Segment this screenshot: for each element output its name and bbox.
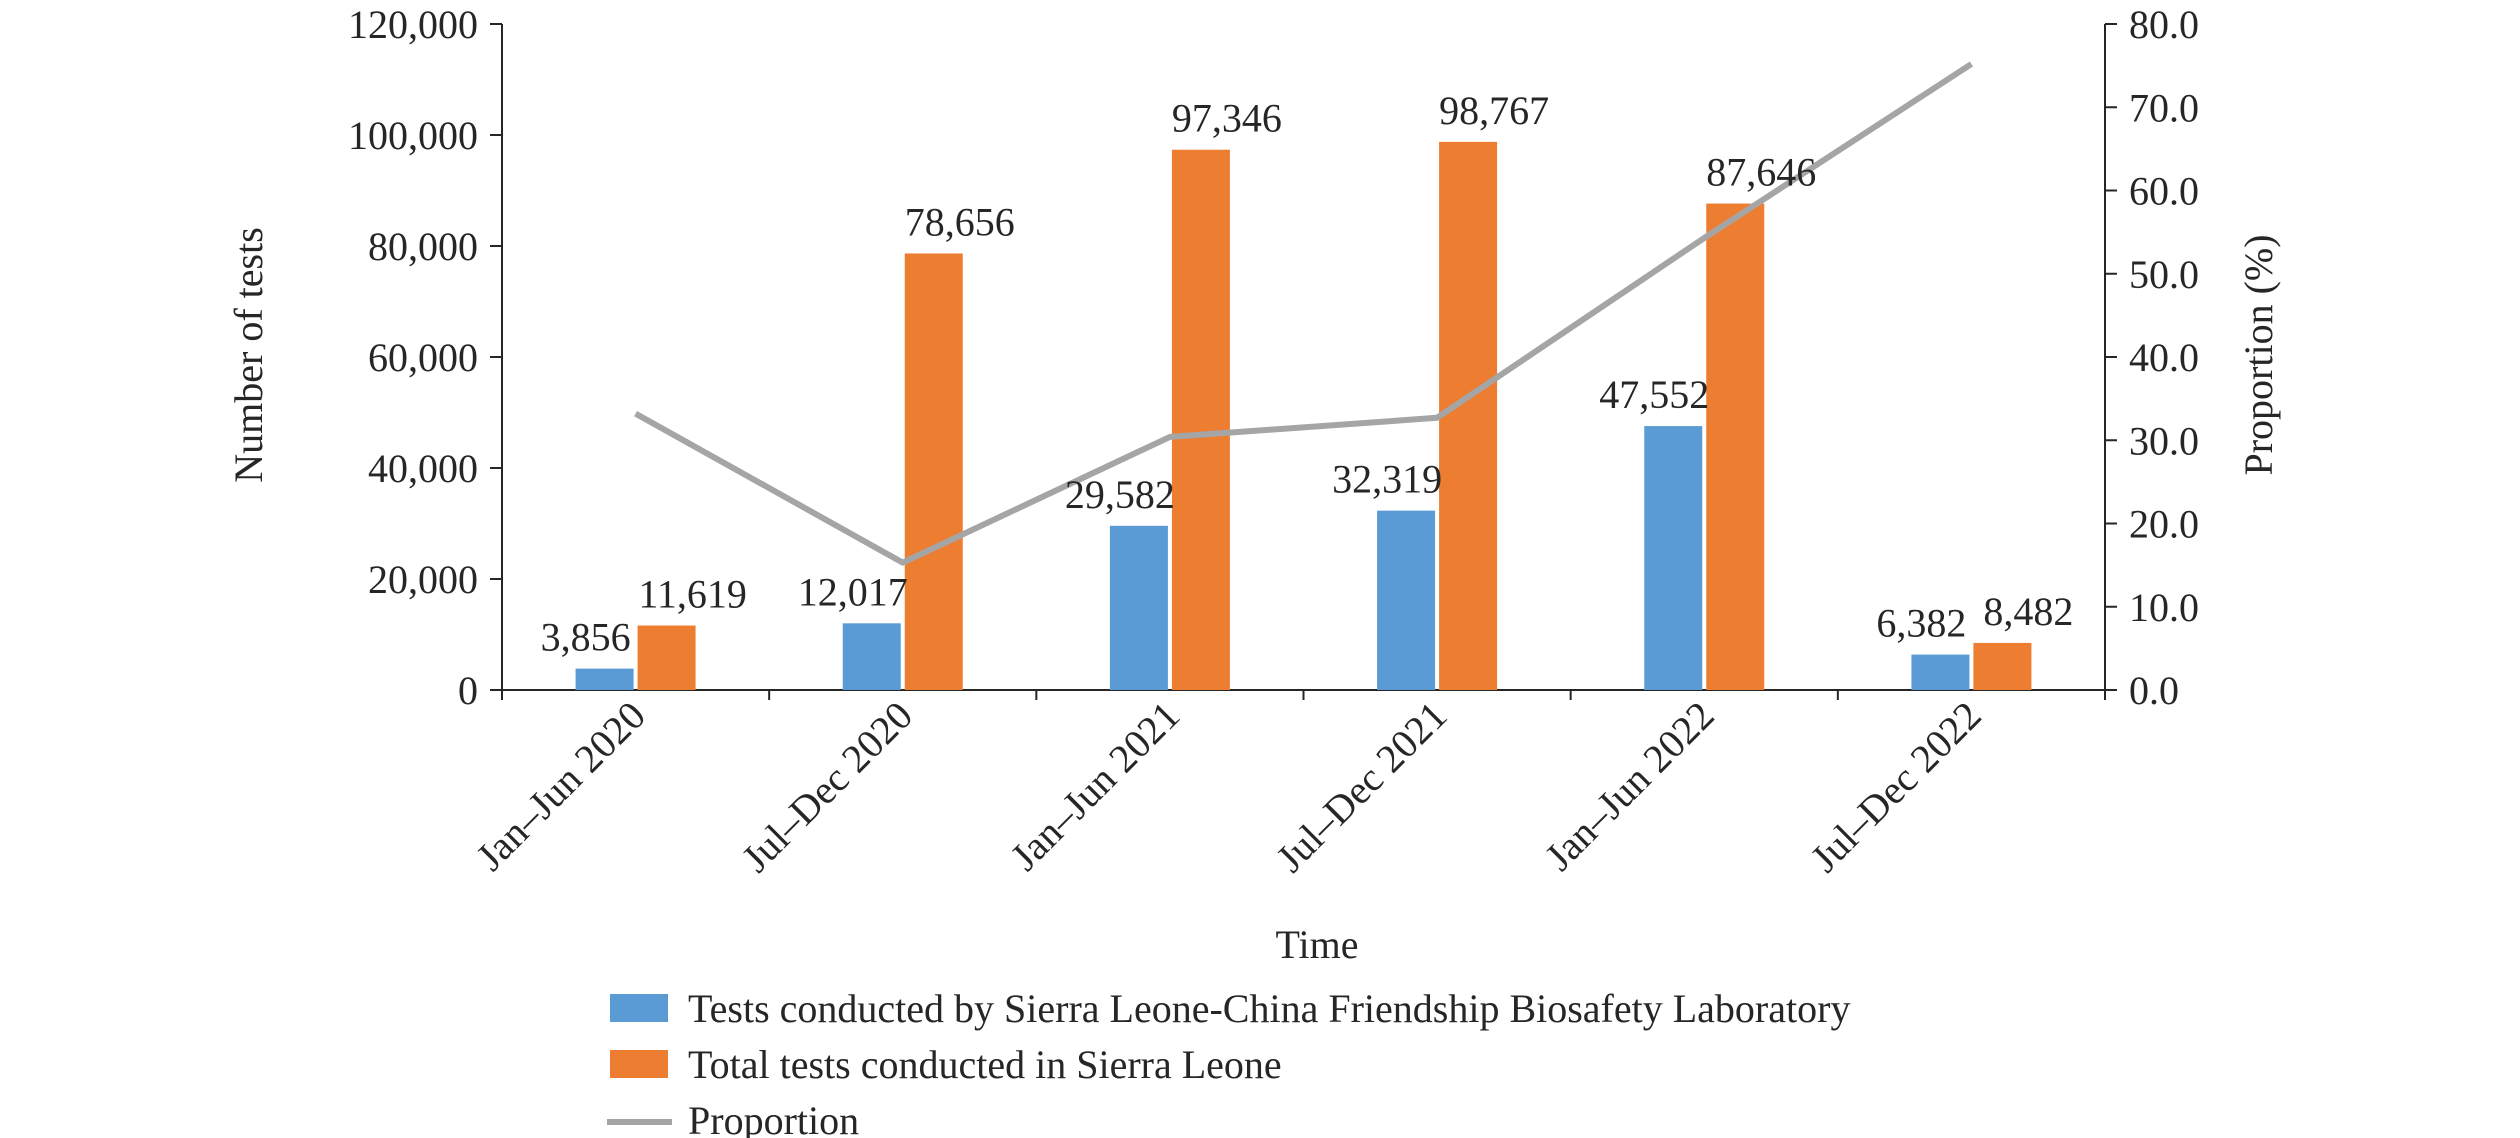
- data-label-total-tests: 87,646: [1706, 150, 1816, 195]
- bar-total-tests: [1171, 149, 1230, 690]
- y-right-tick-label: 30.0: [2129, 418, 2199, 463]
- proportion-line-layer: [634, 61, 1974, 566]
- data-label-lab-tests: 32,319: [1332, 457, 1442, 502]
- data-label-lab-tests: 29,582: [1065, 472, 1175, 517]
- x-category-label: Jan–Jun 2020: [467, 693, 654, 880]
- y-left-tick-label: 20,000: [368, 557, 478, 602]
- y-left-tick-label: 0: [458, 668, 478, 713]
- bar-lab-tests: [1377, 510, 1436, 690]
- y-right-tick-label: 10.0: [2129, 585, 2199, 630]
- data-label-lab-tests: 3,856: [541, 615, 631, 660]
- bar-total-tests: [1973, 642, 2032, 690]
- bar-lab-tests: [575, 668, 634, 690]
- legend-swatch-total-tests: [610, 1050, 668, 1078]
- legend-item-proportion: Proportion: [607, 1098, 859, 1138]
- data-label-total-tests: 11,619: [638, 572, 747, 617]
- y-left-tick-label: 80,000: [368, 224, 478, 269]
- data-label-total-tests: 97,346: [1172, 96, 1282, 141]
- bar-total-tests: [1706, 203, 1765, 690]
- bar-lab-tests: [1911, 654, 1970, 690]
- bar-total-tests: [1439, 141, 1498, 691]
- x-category-label: Jul–Dec 2022: [1802, 693, 1990, 881]
- data-label-lab-tests: 47,552: [1599, 372, 1709, 417]
- bar-lab-tests: [842, 623, 901, 690]
- y-right-tick-label: 70.0: [2129, 85, 2199, 130]
- legend-item-total-tests: Total tests conducted in Sierra Leone: [610, 1042, 1282, 1087]
- data-label-total-tests: 8,482: [1983, 589, 2073, 634]
- y-right-tick-label: 0.0: [2129, 668, 2179, 713]
- y-left-tick-label: 60,000: [368, 335, 478, 380]
- bar-lab-tests: [1109, 525, 1168, 690]
- x-category-label: Jul–Dec 2020: [733, 693, 921, 881]
- data-labels: 3,856 12,017 29,582 32,319 47,552 6,382 11,619…: [541, 88, 2074, 660]
- x-axis-title: Time: [1275, 922, 1358, 967]
- bar-total-tests: [904, 253, 963, 690]
- y-axis-left-ticks: 0 20,000 40,000 60,000 80,000 100,000 120,000: [348, 2, 2106, 713]
- y-right-tick-label: 40.0: [2129, 335, 2199, 380]
- y-right-tick-label: 20.0: [2129, 502, 2199, 547]
- bar-lab-tests: [1644, 426, 1703, 690]
- legend-label-proportion: Proportion: [688, 1098, 859, 1138]
- y-left-tick-label: 120,000: [348, 2, 478, 47]
- x-axis-category-labels: Jan–Jun 2020 Jul–Dec 2020 Jan–Jun 2021 Jul–…: [467, 693, 1989, 881]
- data-label-lab-tests: 6,382: [1876, 601, 1966, 646]
- data-label-total-tests: 98,767: [1439, 88, 1549, 133]
- legend-swatch-lab-tests: [610, 994, 668, 1022]
- y-right-tick-label: 50.0: [2129, 252, 2199, 297]
- x-category-label: Jul–Dec 2021: [1267, 693, 1455, 881]
- data-label-total-tests: 78,656: [905, 199, 1015, 244]
- data-label-lab-tests: 12,017: [798, 569, 908, 614]
- y-axis-right-ticks: 0.0 10.0 20.0 30.0 40.0 50.0 60.0 70.0 80.0: [2105, 2, 2199, 713]
- proportion-line: [634, 61, 1974, 566]
- y-right-tick-label: 60.0: [2129, 169, 2199, 214]
- y-axis-right-title: Proportion (%): [2236, 234, 2281, 475]
- bar-total-tests: [637, 625, 696, 690]
- x-category-label: Jan–Jun 2022: [1536, 693, 1723, 880]
- y-left-tick-label: 100,000: [348, 113, 478, 158]
- y-axis-left-title: Number of tests: [226, 227, 271, 483]
- x-category-label: Jan–Jun 2021: [1002, 693, 1189, 880]
- bars: [575, 141, 2032, 691]
- y-right-tick-label: 80.0: [2129, 2, 2199, 47]
- legend-item-lab-tests: Tests conducted by Sierra Leone-China Fr…: [610, 986, 1850, 1031]
- y-left-tick-label: 40,000: [368, 446, 478, 491]
- legend: Tests conducted by Sierra Leone-China Fr…: [607, 986, 1850, 1138]
- legend-label-total-tests: Total tests conducted in Sierra Leone: [688, 1042, 1282, 1087]
- legend-label-lab-tests: Tests conducted by Sierra Leone-China Fr…: [688, 986, 1850, 1031]
